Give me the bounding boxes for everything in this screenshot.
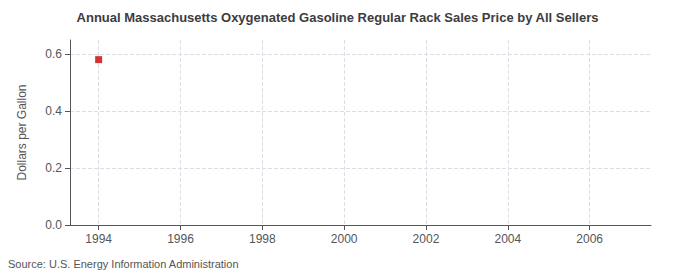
svg-text:1994: 1994 xyxy=(85,232,112,246)
svg-text:Dollars per Gallon: Dollars per Gallon xyxy=(15,84,29,180)
svg-text:1996: 1996 xyxy=(167,232,194,246)
svg-text:2002: 2002 xyxy=(413,232,440,246)
svg-text:0.0: 0.0 xyxy=(45,218,62,232)
svg-text:2006: 2006 xyxy=(576,232,603,246)
svg-text:0.2: 0.2 xyxy=(45,161,62,175)
svg-text:0.4: 0.4 xyxy=(45,104,62,118)
svg-text:2004: 2004 xyxy=(494,232,521,246)
svg-text:Annual Massachusetts Oxygenate: Annual Massachusetts Oxygenated Gasoline… xyxy=(77,10,599,25)
svg-text:0.6: 0.6 xyxy=(45,47,62,61)
svg-text:1998: 1998 xyxy=(249,232,276,246)
svg-text:Source: U.S. Energy Informatio: Source: U.S. Energy Information Administ… xyxy=(8,258,239,270)
svg-text:2000: 2000 xyxy=(331,232,358,246)
